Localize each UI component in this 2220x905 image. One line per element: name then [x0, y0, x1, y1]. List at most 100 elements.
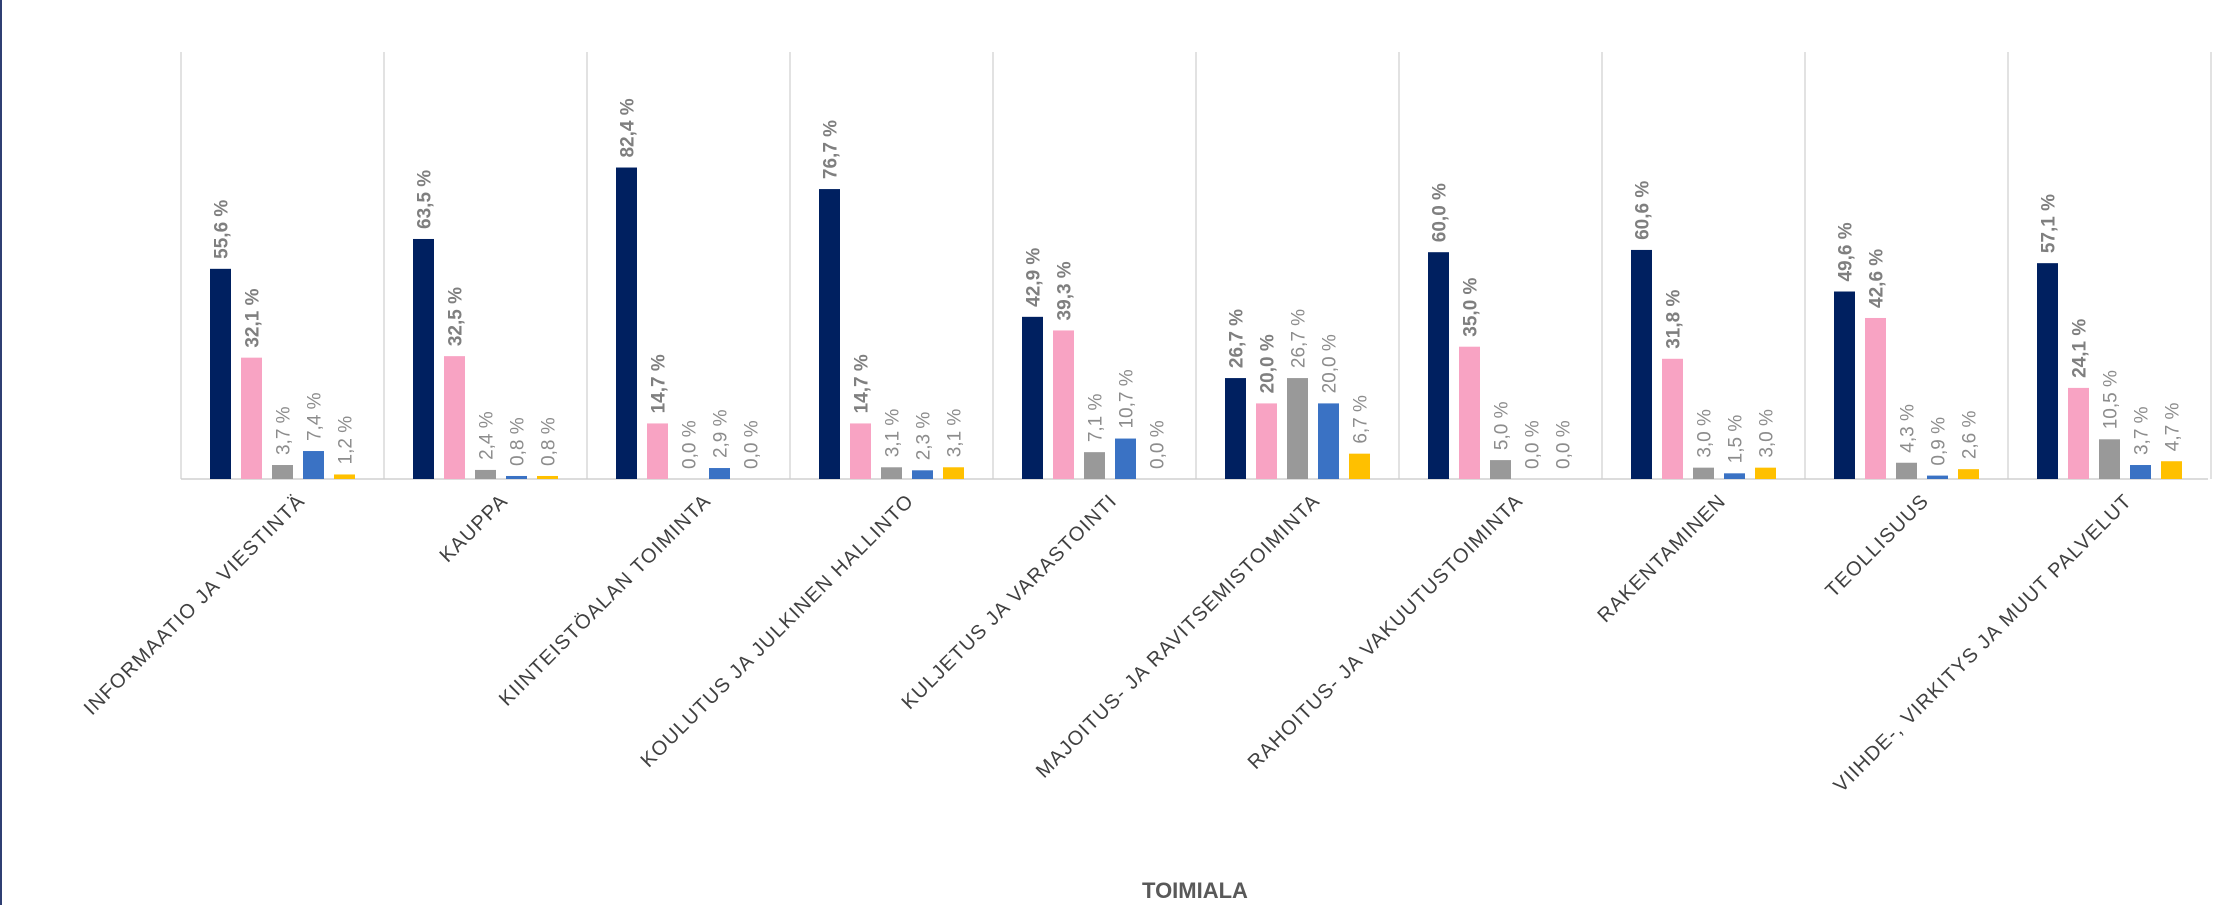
value-label: 1,2 %: [336, 416, 357, 465]
value-label: 6,7 %: [1351, 395, 1372, 444]
bar-series-5-category-6: [1349, 453, 1370, 479]
bars: [210, 167, 2182, 479]
bar-series-4-category-3: [709, 468, 730, 479]
value-label: 20,0 %: [1258, 334, 1279, 393]
value-label: 2,3 %: [914, 412, 935, 461]
value-label: 26,7 %: [1289, 309, 1310, 368]
category-label: RAKENTAMINEN: [1593, 490, 1730, 627]
bar-series-3-category-2: [475, 469, 496, 479]
value-label: 5,0 %: [1492, 401, 1513, 450]
value-label: 3,1 %: [883, 409, 904, 458]
value-label: 14,7 %: [852, 354, 873, 413]
value-label: 1,5 %: [1726, 415, 1747, 464]
value-label: 20,0 %: [1320, 334, 1341, 393]
value-label: 0,0 %: [1148, 420, 1169, 469]
bar-series-2-category-9: [1865, 317, 1886, 479]
bar-series-4-category-6: [1318, 403, 1339, 479]
value-label: 0,9 %: [1929, 417, 1950, 466]
bar-series-2-category-3: [647, 423, 668, 479]
category-label: TEOLLISUUS: [1821, 490, 1933, 602]
bar-series-4-category-9: [1927, 475, 1948, 479]
value-label: 7,4 %: [305, 392, 326, 441]
bar-series-1-category-5: [1022, 316, 1043, 479]
bar-series-1-category-6: [1225, 378, 1246, 479]
value-label: 0,0 %: [1554, 420, 1575, 469]
value-label: 0,8 %: [508, 417, 529, 466]
bar-series-3-category-1: [272, 465, 293, 479]
value-label: 32,5 %: [446, 287, 467, 346]
value-label: 60,6 %: [1633, 181, 1654, 240]
value-label: 10,5 %: [2101, 370, 2122, 429]
category-separators: [180, 52, 2212, 479]
bar-series-5-category-1: [334, 474, 355, 479]
bar-series-4-category-4: [912, 470, 933, 479]
value-label: 0,8 %: [539, 417, 560, 466]
bar-series-3-category-5: [1084, 452, 1105, 479]
bar-series-2-category-2: [444, 356, 465, 479]
bar-series-2-category-1: [241, 357, 262, 479]
bar-series-4-category-2: [506, 475, 527, 479]
x-axis-title: TOIMIALA: [1142, 878, 1248, 903]
value-label: 4,7 %: [2163, 403, 2184, 452]
value-label: 31,8 %: [1664, 290, 1685, 349]
value-label: 0,0 %: [680, 420, 701, 469]
value-label: 3,0 %: [1695, 409, 1716, 458]
value-label: 42,9 %: [1024, 248, 1045, 307]
value-label: 2,6 %: [1960, 410, 1981, 459]
bar-series-3-category-4: [881, 467, 902, 479]
value-label: 2,4 %: [477, 411, 498, 460]
bar-series-5-category-8: [1755, 467, 1776, 479]
value-label: 32,1 %: [243, 288, 264, 347]
value-label: 2,9 %: [711, 409, 732, 458]
category-label: KAUPPA: [436, 490, 513, 567]
bar-series-3-category-6: [1287, 378, 1308, 479]
bar-series-1-category-1: [210, 268, 231, 479]
value-label: 39,3 %: [1055, 261, 1076, 320]
bar-series-3-category-10: [2099, 439, 2120, 479]
value-label: 4,3 %: [1898, 404, 1919, 453]
bar-series-5-category-4: [943, 467, 964, 479]
value-label: 3,0 %: [1757, 409, 1778, 458]
bar-series-3-category-7: [1490, 460, 1511, 479]
value-label: 26,7 %: [1227, 309, 1248, 368]
bar-series-1-category-2: [413, 238, 434, 479]
bar-series-4-category-8: [1724, 473, 1745, 479]
bar-series-2-category-7: [1459, 346, 1480, 479]
value-label: 0,0 %: [1523, 420, 1544, 469]
category-label: KULJETUS JA VARASTOINTI: [898, 490, 1122, 714]
category-label: INFORMAATIO JA VIESTINTÄ: [80, 490, 310, 720]
category-labels: INFORMAATIO JA VIESTINTÄ KAUPPAKIINTEISTÖ…: [80, 490, 2137, 797]
bar-series-5-category-9: [1958, 469, 1979, 479]
bar-series-1-category-7: [1428, 252, 1449, 479]
value-label: 55,6 %: [212, 200, 233, 259]
value-label: 35,0 %: [1461, 277, 1482, 336]
value-label: 7,1 %: [1086, 393, 1107, 442]
bar-series-3-category-8: [1693, 467, 1714, 479]
value-label: 49,6 %: [1836, 222, 1857, 281]
bar-series-4-category-1: [303, 451, 324, 479]
bar-series-2-category-10: [2068, 387, 2089, 479]
value-labels: 55,6 % 63,5 % 82,4 % 76,7 % 42,9 % 26,7 % 60,0…: [212, 98, 2184, 469]
bar-series-1-category-4: [819, 189, 840, 479]
bar-series-1-category-10: [2037, 263, 2058, 479]
bar-series-5-category-2: [537, 475, 558, 479]
value-label: 14,7 %: [649, 354, 670, 413]
bar-series-1-category-9: [1834, 291, 1855, 479]
left-border: [0, 0, 2, 905]
bar-series-2-category-5: [1053, 330, 1074, 479]
value-label: 3,1 %: [945, 409, 966, 458]
category-label: KIINTEISTÖALAN TOIMINTA: [495, 490, 716, 711]
value-label: 0,0 %: [742, 420, 763, 469]
value-label: 10,7 %: [1117, 369, 1138, 428]
bar-series-4-category-10: [2130, 465, 2151, 479]
bar-series-1-category-8: [1631, 249, 1652, 479]
value-label: 42,6 %: [1867, 249, 1888, 308]
bar-series-3-category-9: [1896, 462, 1917, 479]
value-label: 63,5 %: [415, 170, 436, 229]
value-label: 82,4 %: [618, 98, 639, 157]
bar-series-5-category-10: [2161, 461, 2182, 479]
bar-series-4-category-5: [1115, 438, 1136, 479]
value-label: 3,7 %: [2132, 406, 2153, 455]
bar-series-1-category-3: [616, 167, 637, 479]
